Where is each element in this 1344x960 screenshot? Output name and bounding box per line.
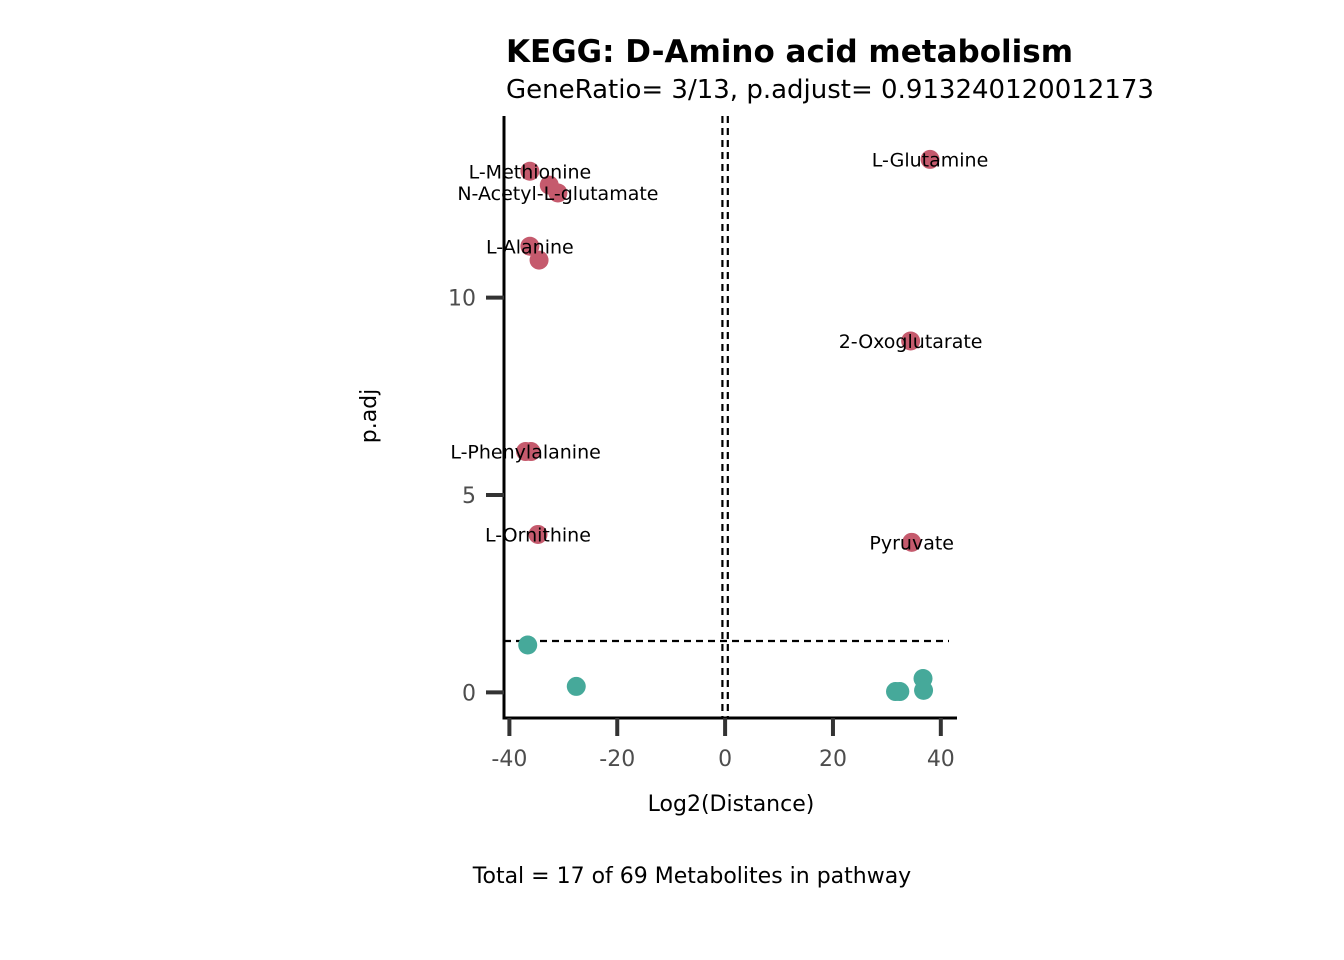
x-tick-label: 20	[819, 747, 847, 772]
x-tick-label: 0	[718, 747, 732, 772]
point-label: L-Methionine	[469, 161, 592, 183]
data-point	[521, 442, 541, 462]
data-point	[528, 524, 548, 544]
data-point	[529, 250, 549, 270]
data-point	[890, 682, 910, 702]
y-tick-label: 10	[448, 287, 476, 312]
chart-subtitle: GeneRatio= 3/13, p.adjust= 0.91324012001…	[506, 75, 1154, 105]
y-tick-label: 0	[462, 681, 476, 706]
data-point	[914, 680, 934, 700]
point-label: Pyruvate	[869, 532, 954, 554]
point-label: 2-Oxoglutarate	[839, 331, 983, 353]
data-point	[902, 532, 922, 552]
y-tick-label: 5	[462, 484, 476, 509]
data-point	[518, 635, 538, 655]
data-point	[548, 183, 568, 203]
point-label: L-Ornithine	[485, 524, 591, 546]
chart-title: KEGG: D-Amino acid metabolism	[506, 34, 1073, 70]
data-points	[516, 149, 940, 702]
axes: -40 -20 0 20 40 0 5 10	[448, 116, 957, 772]
point-label: L-Glutamine	[872, 149, 988, 171]
point-label: L-Alanine	[486, 236, 574, 258]
data-point	[520, 161, 540, 181]
x-axis-title: Log2(Distance)	[648, 792, 815, 817]
data-point	[920, 149, 940, 169]
point-label: L-Phenylalanine	[450, 442, 600, 464]
x-tick-label: -20	[599, 747, 635, 772]
data-point	[901, 331, 921, 351]
y-axis-title: p.adj	[357, 389, 382, 444]
x-tick-label: 40	[927, 747, 955, 772]
x-tick-label: -40	[491, 747, 527, 772]
point-label: N-Acetyl-L-glutamate	[457, 183, 658, 205]
reference-lines	[504, 116, 949, 718]
data-point	[520, 236, 540, 256]
chart-caption: Total = 17 of 69 Metabolites in pathway	[472, 864, 911, 889]
data-point	[566, 676, 586, 696]
